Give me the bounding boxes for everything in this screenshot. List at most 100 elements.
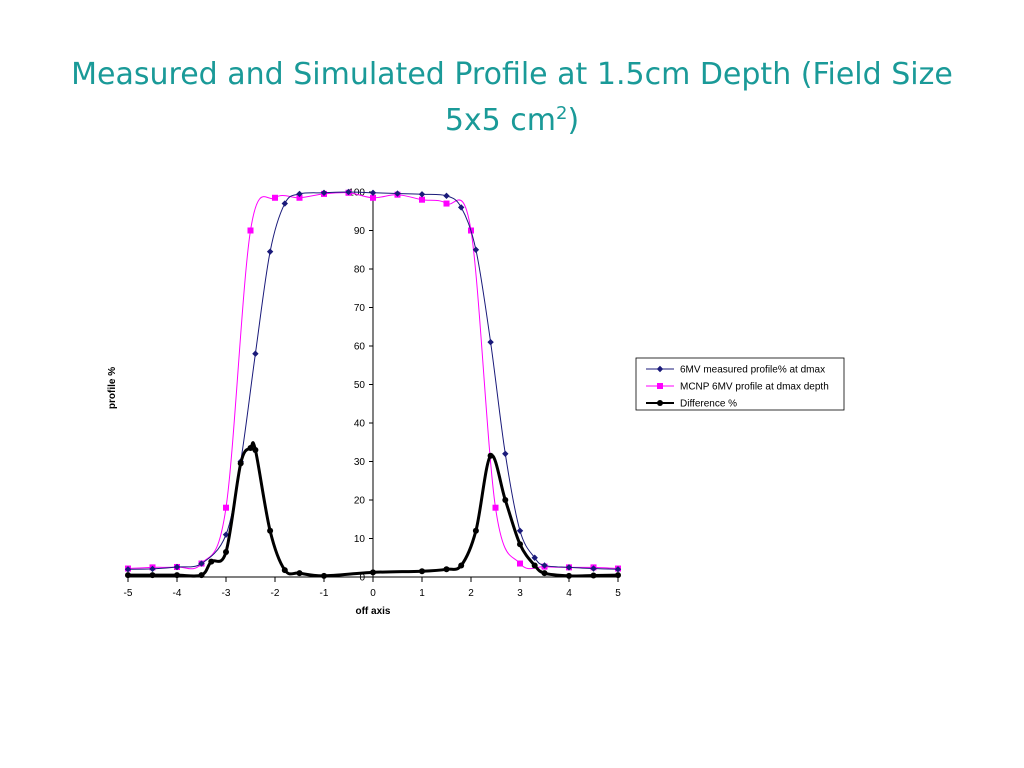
data-point — [296, 190, 303, 198]
data-point — [223, 504, 229, 511]
legend-swatch-marker — [657, 400, 663, 406]
data-point — [517, 560, 523, 567]
data-point — [149, 572, 156, 579]
data-point — [443, 192, 450, 200]
series-3 — [125, 441, 621, 579]
x-tick-label: 5 — [615, 588, 621, 599]
data-point — [487, 452, 494, 459]
legend-swatch-marker — [657, 383, 663, 389]
data-point — [443, 200, 450, 207]
data-point — [267, 527, 274, 534]
data-point — [208, 558, 215, 565]
data-point — [345, 188, 352, 196]
data-point — [198, 560, 205, 567]
data-point — [222, 531, 230, 538]
data-point — [266, 248, 274, 255]
x-tick-label: 4 — [566, 588, 572, 599]
data-point — [517, 541, 523, 548]
data-point — [296, 194, 303, 201]
y-tick-label: 80 — [354, 265, 366, 276]
legend-label: Difference % — [680, 399, 737, 410]
slide-title-main: Measured and Simulated Profile at 1.5cm … — [71, 57, 953, 138]
data-point — [321, 572, 327, 579]
y-axis-title: profile % — [107, 367, 118, 409]
y-tick-label: 100 — [348, 188, 365, 199]
x-tick-label: 3 — [517, 588, 523, 599]
data-point — [237, 460, 244, 467]
data-point — [419, 568, 425, 575]
slide-title: Measured and Simulated Profile at 1.5cm … — [40, 52, 984, 144]
y-tick-label: 40 — [354, 419, 366, 430]
data-point — [173, 563, 181, 571]
data-point — [370, 194, 376, 201]
data-point — [252, 350, 259, 357]
data-point — [590, 565, 597, 572]
data-point — [492, 504, 499, 511]
x-tick-label: -4 — [173, 588, 182, 599]
y-tick-label: 0 — [359, 573, 365, 584]
data-point — [174, 572, 180, 579]
data-point — [531, 562, 538, 569]
data-point — [369, 189, 377, 196]
data-point — [541, 570, 548, 577]
data-point — [566, 572, 572, 579]
y-tick-label: 20 — [354, 496, 366, 507]
data-point — [320, 189, 328, 196]
legend-label: 6MV measured profile% at dmax — [680, 365, 825, 376]
x-tick-label: -5 — [124, 588, 133, 599]
legend-entry: MCNP 6MV profile at dmax depth — [646, 382, 829, 393]
data-point — [247, 227, 254, 234]
data-point — [296, 570, 303, 577]
x-tick-label: -1 — [320, 588, 329, 599]
data-point — [516, 527, 524, 534]
data-point — [472, 246, 480, 253]
data-point — [458, 562, 465, 569]
chart-series-layer — [124, 188, 622, 579]
data-point — [281, 567, 288, 574]
chart-legend: 6MV measured profile% at dmax MCNP 6MV pr… — [635, 357, 845, 411]
x-axis-title: off axis — [355, 606, 390, 617]
data-point — [419, 196, 425, 203]
data-point — [458, 204, 465, 211]
data-point — [198, 572, 205, 579]
legend-entry: 6MV measured profile% at dmax — [646, 365, 825, 376]
y-tick-label: 70 — [354, 303, 366, 314]
legend-entry: Difference % — [646, 399, 737, 410]
data-point — [418, 191, 426, 198]
x-tick-label: -2 — [271, 588, 280, 599]
data-point — [149, 565, 156, 573]
data-point — [252, 446, 259, 453]
data-point — [272, 194, 278, 201]
x-tick-label: 0 — [370, 588, 376, 599]
data-point — [125, 572, 131, 579]
y-tick-label: 50 — [354, 380, 366, 391]
x-tick-label: 2 — [468, 588, 474, 599]
x-tick-label: -3 — [222, 588, 231, 599]
data-point — [223, 548, 229, 555]
data-point — [565, 564, 573, 571]
slide-title-end: ) — [567, 103, 580, 138]
legend-box — [635, 357, 845, 411]
data-point — [443, 566, 450, 573]
data-point — [590, 572, 597, 579]
y-tick-label: 60 — [354, 342, 366, 353]
y-tick-label: 30 — [354, 457, 366, 468]
data-point — [502, 497, 509, 503]
data-point — [487, 338, 494, 346]
data-point — [615, 572, 621, 579]
slide-title-superscript: 2 — [556, 103, 568, 124]
data-point — [614, 566, 622, 573]
data-point — [541, 562, 548, 569]
data-point — [531, 554, 538, 561]
data-point — [124, 566, 132, 573]
data-point — [281, 200, 288, 207]
data-point — [472, 527, 479, 534]
data-point — [247, 445, 254, 452]
data-point — [502, 450, 509, 457]
legend-swatch-marker — [656, 365, 664, 373]
data-point — [394, 190, 401, 197]
legend-label: MCNP 6MV profile at dmax depth — [680, 382, 829, 393]
x-tick-label: 1 — [419, 588, 425, 599]
